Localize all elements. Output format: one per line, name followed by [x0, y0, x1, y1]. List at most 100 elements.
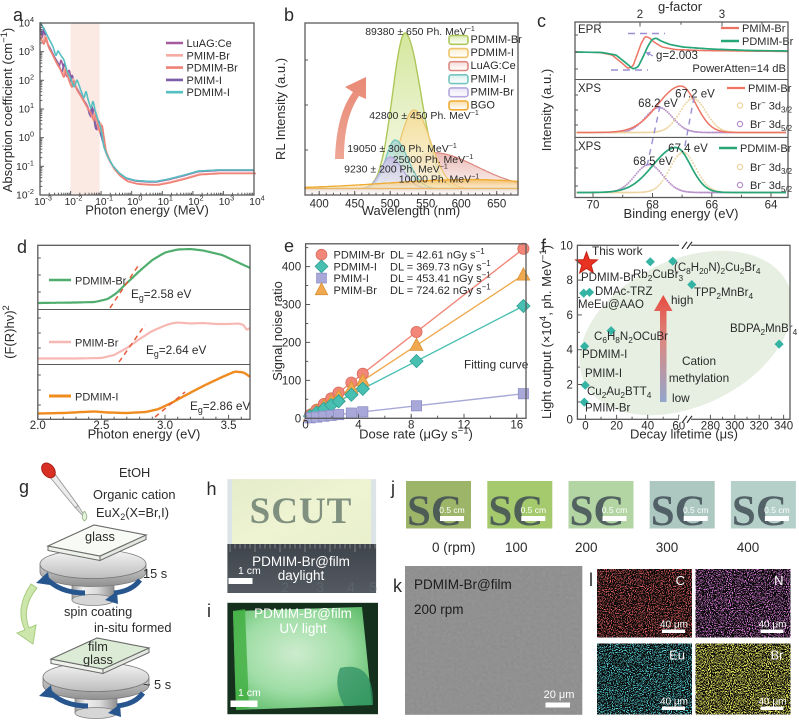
svg-text:in-situ formed: in-situ formed	[94, 620, 172, 635]
svg-text:PDMIM-Br: PDMIM-Br	[471, 34, 523, 46]
svg-text:0: 0	[582, 420, 588, 432]
svg-text:i: i	[207, 601, 211, 621]
svg-text:0.5 cm: 0.5 cm	[764, 505, 790, 515]
svg-text:high: high	[671, 293, 693, 307]
svg-text:PMIM-Br: PMIM-Br	[471, 86, 515, 98]
svg-text:450: 450	[345, 199, 364, 211]
svg-text:PDMIM-I: PDMIM-I	[334, 261, 377, 273]
svg-text:Signal noise ratio: Signal noise ratio	[270, 281, 285, 381]
svg-text:g-factor: g-factor	[658, 0, 703, 14]
svg-text:j: j	[390, 478, 395, 498]
svg-text:104: 104	[249, 194, 264, 209]
svg-text:PMIM-Br: PMIM-Br	[585, 403, 631, 415]
svg-text:320: 320	[750, 420, 769, 432]
svg-text:1 cm: 1 cm	[238, 565, 261, 577]
svg-text:h: h	[207, 479, 217, 499]
svg-text:300: 300	[282, 300, 301, 312]
svg-text:19050 ± 300 Ph. MeV−1: 19050 ± 300 Ph. MeV−1	[347, 142, 457, 155]
svg-text:340: 340	[774, 420, 793, 432]
svg-text:67.4 eV: 67.4 eV	[668, 143, 708, 155]
svg-text:67.2 eV: 67.2 eV	[675, 89, 715, 101]
svg-text:PMIM-I: PMIM-I	[471, 73, 506, 85]
svg-text:25000 Ph. MeV−1: 25000 Ph. MeV−1	[393, 153, 474, 166]
svg-text:9230 ± 200 Ph. MeV−1: 9230 ± 200 Ph. MeV−1	[344, 163, 448, 176]
svg-text:PDMIM-Br@film: PDMIM-Br@film	[254, 606, 352, 621]
svg-text:400: 400	[737, 540, 760, 555]
svg-text:a: a	[13, 5, 24, 25]
svg-text:Photon energy (MeV): Photon energy (MeV)	[85, 203, 209, 218]
svg-text:5: 5	[369, 579, 377, 595]
svg-text:6: 6	[566, 310, 572, 322]
svg-text:103: 103	[219, 194, 234, 209]
svg-text:PDMIM-Br: PDMIM-Br	[334, 250, 386, 262]
svg-text:40 μm: 40 μm	[660, 697, 688, 708]
svg-text:40: 40	[641, 420, 654, 432]
svg-text:Eu: Eu	[669, 648, 685, 663]
svg-text:PowerAtten=14 dB: PowerAtten=14 dB	[692, 63, 786, 75]
svg-text:500: 500	[381, 199, 400, 211]
svg-text:This work: This work	[592, 244, 643, 258]
svg-text:g: g	[19, 477, 29, 497]
svg-text:300: 300	[656, 540, 679, 555]
svg-text:DL = 42.61 nGy s−1: DL = 42.61 nGy s−1	[390, 247, 485, 262]
svg-text:SCUT: SCUT	[250, 491, 353, 532]
svg-text:300: 300	[725, 420, 744, 432]
svg-text:8: 8	[408, 419, 414, 431]
svg-text:PDMIM-I: PDMIM-I	[187, 87, 230, 99]
svg-text:0.5 cm: 0.5 cm	[683, 505, 709, 515]
svg-text:Organic cation: Organic cation	[93, 487, 176, 502]
svg-text:PDMIM-I: PDMIM-I	[75, 392, 118, 404]
svg-text:SC: SC	[407, 488, 462, 535]
svg-text:MeEu@AAO: MeEu@AAO	[578, 299, 644, 311]
svg-text:42800 ± 450 Ph. MeV−1: 42800 ± 450 Ph. MeV−1	[369, 109, 479, 122]
svg-text:Eg=2.86 eV: Eg=2.86 eV	[190, 399, 250, 415]
svg-text:40 μm: 40 μm	[759, 620, 787, 631]
svg-text:RL Intensity (a.u.): RL Intensity (a.u.)	[273, 58, 288, 160]
svg-text:(C8H20N)2Cu2Br4: (C8H20N)2Cu2Br4	[674, 262, 761, 276]
svg-text:spin coating: spin coating	[64, 604, 132, 619]
svg-text:PDMIM-Br: PDMIM-Br	[742, 36, 794, 48]
svg-text:400: 400	[282, 262, 301, 274]
svg-text:PDMIM-Br: PDMIM-Br	[187, 63, 239, 75]
svg-text:3.5: 3.5	[221, 420, 237, 432]
svg-text:PDMIM-I: PDMIM-I	[582, 349, 627, 361]
svg-text:10000 Ph. MeV−1: 10000 Ph. MeV−1	[399, 173, 480, 186]
svg-text:3: 3	[719, 9, 725, 21]
svg-text:3: 3	[316, 579, 324, 595]
svg-text:1 cm: 1 cm	[238, 687, 261, 699]
svg-text:Cation: Cation	[682, 354, 716, 368]
svg-text:SC: SC	[651, 488, 706, 535]
svg-text:(F(R)hν)2: (F(R)hν)2	[1, 305, 17, 359]
svg-text:4: 4	[566, 345, 573, 357]
svg-text:e: e	[284, 236, 294, 256]
svg-text:550: 550	[416, 199, 435, 211]
svg-text:C: C	[676, 573, 685, 588]
svg-text:Br− 3d3/2: Br− 3d3/2	[750, 99, 793, 115]
svg-text:LuAG:Ce: LuAG:Ce	[187, 38, 232, 50]
svg-text:600: 600	[452, 199, 471, 211]
svg-text:2.5: 2.5	[93, 420, 109, 432]
svg-text:Photon energy (eV): Photon energy (eV)	[88, 427, 201, 442]
svg-text:TPP2MnBr4: TPP2MnBr4	[694, 287, 753, 301]
svg-text:c: c	[537, 11, 546, 31]
svg-text:PMIM-Br: PMIM-Br	[742, 23, 786, 35]
svg-text:650: 650	[487, 199, 506, 211]
svg-text:Dose rate (μGy s−1): Dose rate (μGy s−1)	[359, 426, 473, 442]
svg-text:l: l	[589, 570, 593, 590]
svg-text:8: 8	[566, 275, 572, 287]
svg-text:PDMIM-Br: PDMIM-Br	[740, 143, 792, 155]
svg-text:2.0: 2.0	[30, 420, 46, 432]
svg-text:68: 68	[646, 200, 659, 212]
svg-text:64: 64	[765, 200, 778, 212]
svg-text:BDPA2MnBr4: BDPA2MnBr4	[730, 323, 798, 337]
svg-text:k: k	[393, 576, 403, 596]
svg-text:2: 2	[566, 380, 572, 392]
svg-text:Rb2CuBr3: Rb2CuBr3	[633, 269, 684, 283]
svg-text:Binding energy (eV): Binding energy (eV)	[624, 206, 739, 221]
svg-text:102: 102	[19, 72, 34, 87]
svg-text:methylation: methylation	[669, 371, 729, 385]
svg-text:0.5 cm: 0.5 cm	[521, 505, 547, 515]
svg-text:0: 0	[302, 419, 308, 431]
svg-text:101: 101	[19, 101, 34, 116]
svg-text:Fitting curve: Fitting curve	[464, 358, 529, 372]
